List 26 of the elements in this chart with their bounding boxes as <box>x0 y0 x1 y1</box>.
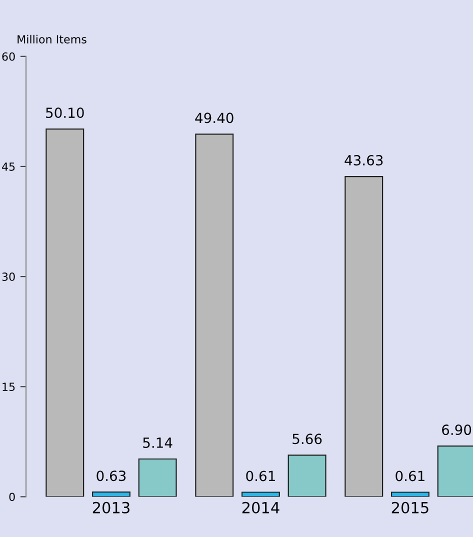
bar <box>92 492 130 497</box>
data-label: 43.63 <box>344 154 383 166</box>
data-label: 5.66 <box>292 434 322 444</box>
x-tick-label: 2015 <box>392 502 428 514</box>
y-axis-title: Million Items <box>18 34 86 44</box>
data-label: 0.61 <box>246 470 275 482</box>
bar <box>195 134 234 497</box>
bar <box>46 128 84 497</box>
bar <box>390 492 430 497</box>
y-tick-label: 60 <box>2 52 15 61</box>
y-tick-label: 15 <box>2 382 15 392</box>
y-tick-label: 30 <box>2 272 15 281</box>
data-label: 0.61 <box>396 470 424 482</box>
data-label: 6.90 <box>442 424 472 436</box>
data-label: 5.14 <box>143 438 172 448</box>
y-tick-label: 0 <box>9 492 15 502</box>
bar <box>138 458 177 497</box>
bar <box>241 492 280 497</box>
x-tick-label: 2014 <box>242 502 280 514</box>
y-tick-label: 45 <box>2 162 15 171</box>
data-label: 0.63 <box>96 470 126 482</box>
data-label: 49.40 <box>195 112 234 124</box>
bar <box>288 454 326 497</box>
data-label: 50.10 <box>46 108 84 118</box>
bar <box>344 176 384 497</box>
x-tick-label: 2013 <box>92 502 130 514</box>
